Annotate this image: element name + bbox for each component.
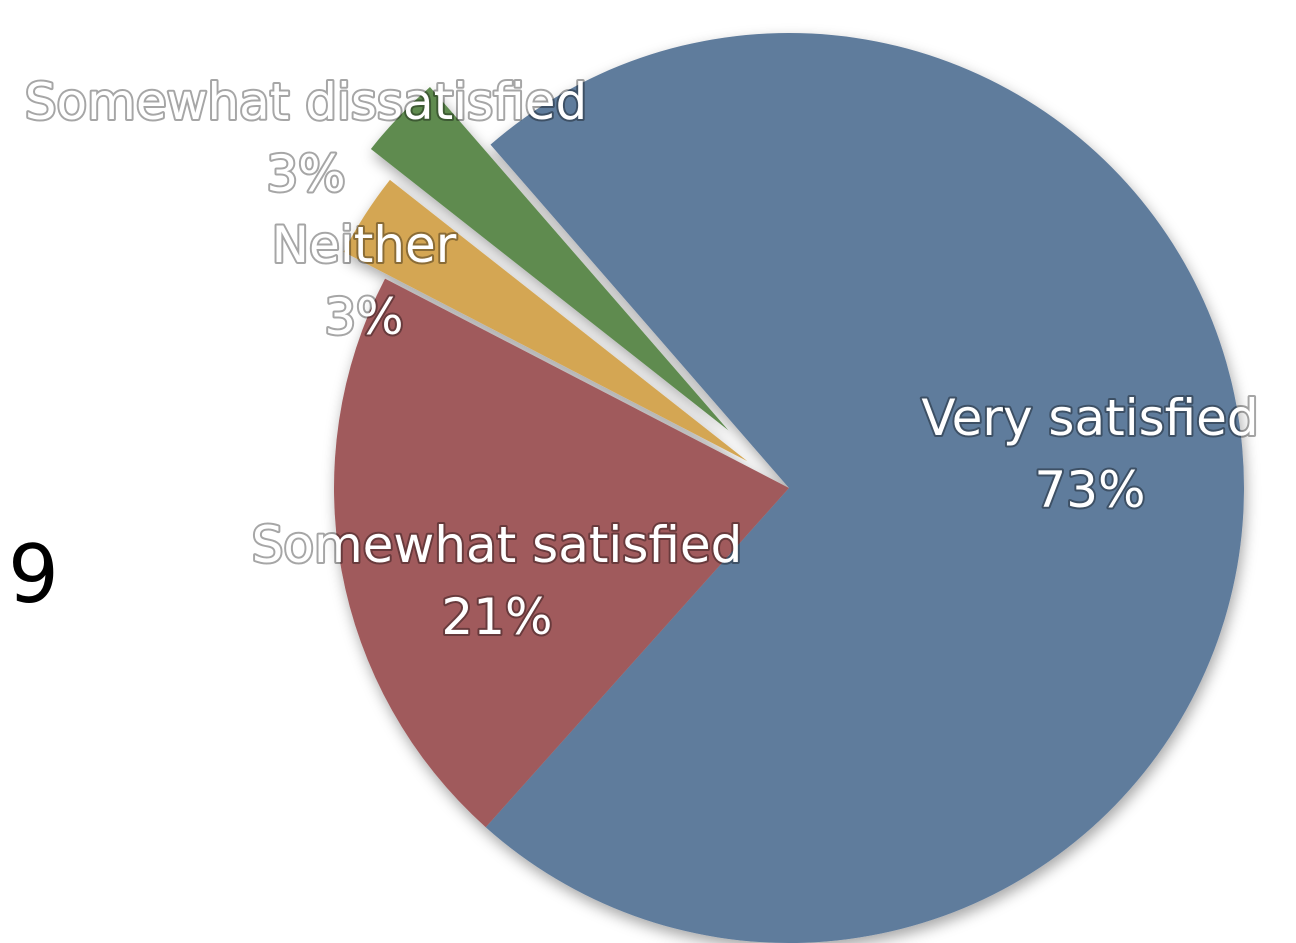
slice-percent-somewhat-satisfied: 21% — [441, 588, 552, 646]
slice-label-somewhat-dissatisfied: Somewhat dissatisfied — [25, 73, 587, 131]
slice-percent-very-satisfied: 73% — [1034, 461, 1145, 519]
pie-slice-somewhat-satisfied — [333, 278, 789, 828]
slide-number: 9 — [8, 528, 59, 621]
pie-slice-very-satisfied — [485, 33, 1244, 943]
slice-label-very-satisfied: Very satisfied — [921, 389, 1258, 447]
slice-label-neither: Neither — [272, 216, 457, 274]
pie-slice-neither — [343, 179, 748, 462]
pie-slice-somewhat-dissatisfied — [370, 86, 729, 431]
slice-label-somewhat-satisfied: Somewhat satisfied — [252, 516, 743, 574]
slice-percent-neither: 3% — [324, 288, 403, 346]
slice-percent-somewhat-dissatisfied: 3% — [266, 145, 345, 203]
